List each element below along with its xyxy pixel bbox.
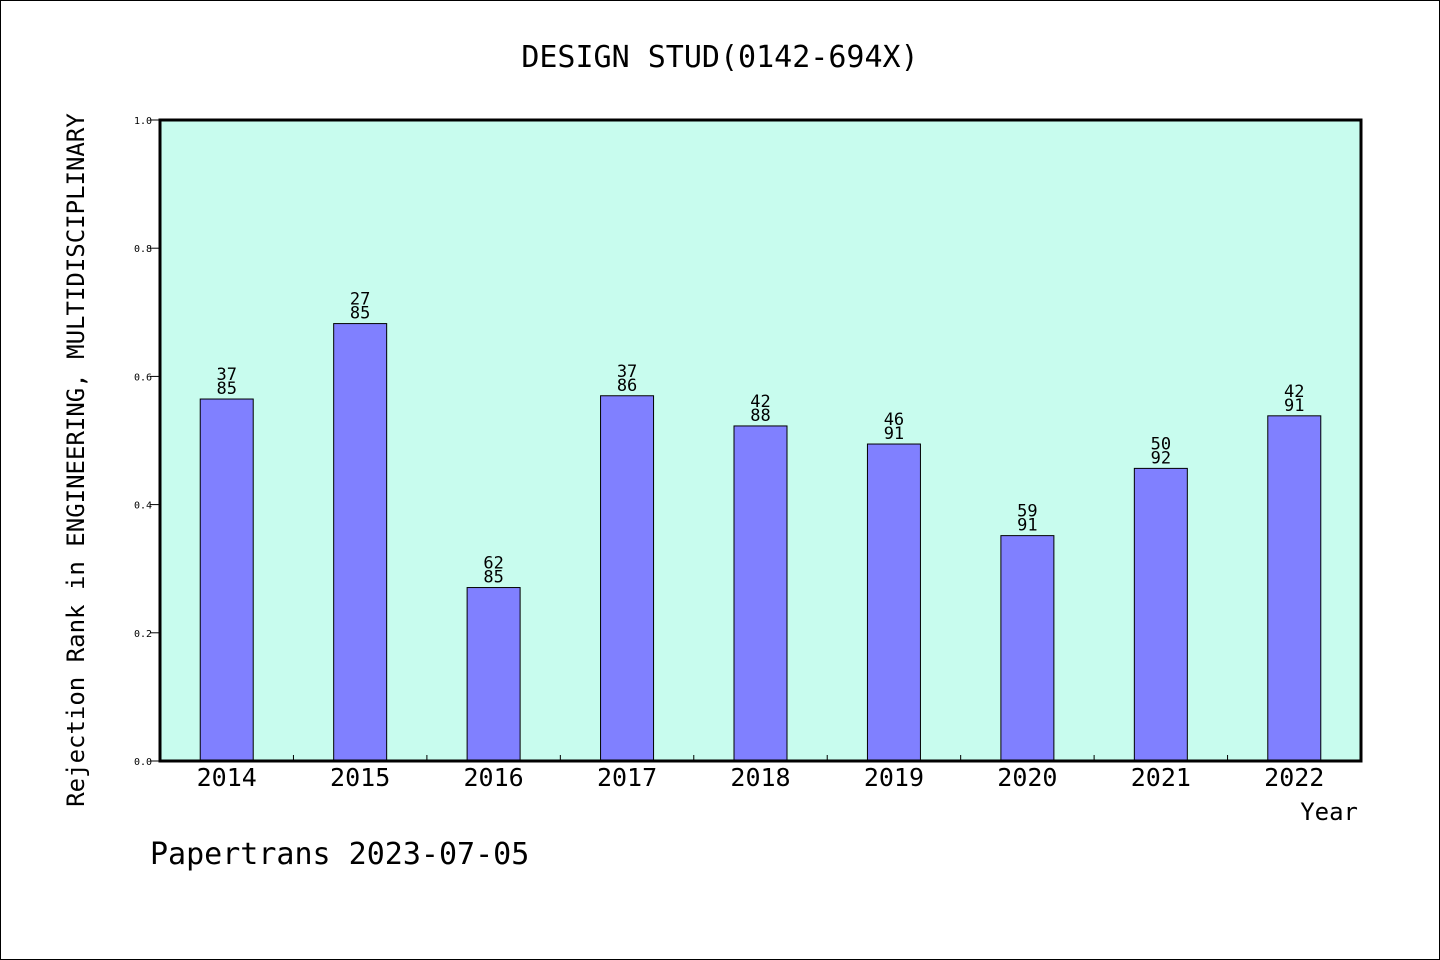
x-tick-labels-group: 2014 2015 2016 2017 2018 2019 2020 2021 2022: [197, 763, 1325, 792]
bar-label-top: 46: [884, 410, 904, 430]
y-tick-label: 0.8: [134, 244, 152, 255]
bar-label-bottom: 91: [884, 424, 904, 444]
bar-label-bottom: 88: [750, 406, 770, 426]
x-tick-label: 2019: [864, 763, 924, 792]
y-tick-label: 0.0: [134, 757, 152, 768]
x-tick-label: 2021: [1131, 763, 1191, 792]
bar-label-top: 37: [216, 365, 236, 385]
bar-label-bottom: 85: [216, 379, 236, 399]
x-tick-label: 2022: [1264, 763, 1324, 792]
bar-2017: [600, 395, 655, 762]
bar-2020: [1000, 535, 1055, 762]
x-axis-label: Year: [1300, 798, 1358, 826]
bar-2014: [199, 398, 254, 762]
bar-label-bottom: 92: [1151, 448, 1171, 468]
x-tick-label: 2018: [730, 763, 790, 792]
plot-border: [158, 118, 1363, 763]
footer-credit: Papertrans 2023-07-05: [150, 837, 529, 872]
y-tick-label: 1.0: [134, 116, 152, 127]
y-tick-label: 0.2: [134, 629, 152, 640]
bar-label-bottom: 85: [350, 304, 370, 324]
y-tick-label: 0.6: [134, 372, 152, 383]
bar-label-top: 27: [350, 290, 370, 310]
bar-label-bottom: 85: [483, 568, 503, 588]
bars-group: [199, 323, 1322, 762]
bar-label-top: 42: [1284, 382, 1304, 402]
x-tick-label: 2016: [464, 763, 524, 792]
bar-2022: [1267, 415, 1322, 762]
bar-label-bottom: 86: [617, 376, 637, 396]
bar-2016: [466, 587, 521, 762]
x-tick-label: 2015: [330, 763, 390, 792]
bar-label-top: 62: [483, 554, 503, 574]
x-tick-label: 2014: [197, 763, 257, 792]
bar-label-top: 59: [1017, 502, 1037, 522]
bar-label-top: 37: [617, 362, 637, 382]
bar-label-top: 42: [750, 392, 770, 412]
bar-label-bottom: 91: [1284, 396, 1304, 416]
bar-2018: [733, 425, 788, 762]
y-tick-label: 0.4: [134, 501, 152, 512]
y-axis-label: Rejection Rank in ENGINEERING, MULTIDISC…: [62, 113, 90, 807]
y-axis-ticks: 0.0 0.2 0.4 0.6 0.8 1.0: [134, 116, 160, 768]
chart-title: DESIGN STUD(0142-694X): [521, 40, 918, 75]
bar-label-bottom: 91: [1017, 516, 1037, 536]
bar-2019: [866, 443, 921, 762]
bar-2015: [333, 323, 388, 762]
x-tick-label: 2017: [597, 763, 657, 792]
bar-label-top: 50: [1151, 434, 1171, 454]
bar-2021: [1133, 467, 1188, 762]
x-tick-label: 2020: [997, 763, 1057, 792]
